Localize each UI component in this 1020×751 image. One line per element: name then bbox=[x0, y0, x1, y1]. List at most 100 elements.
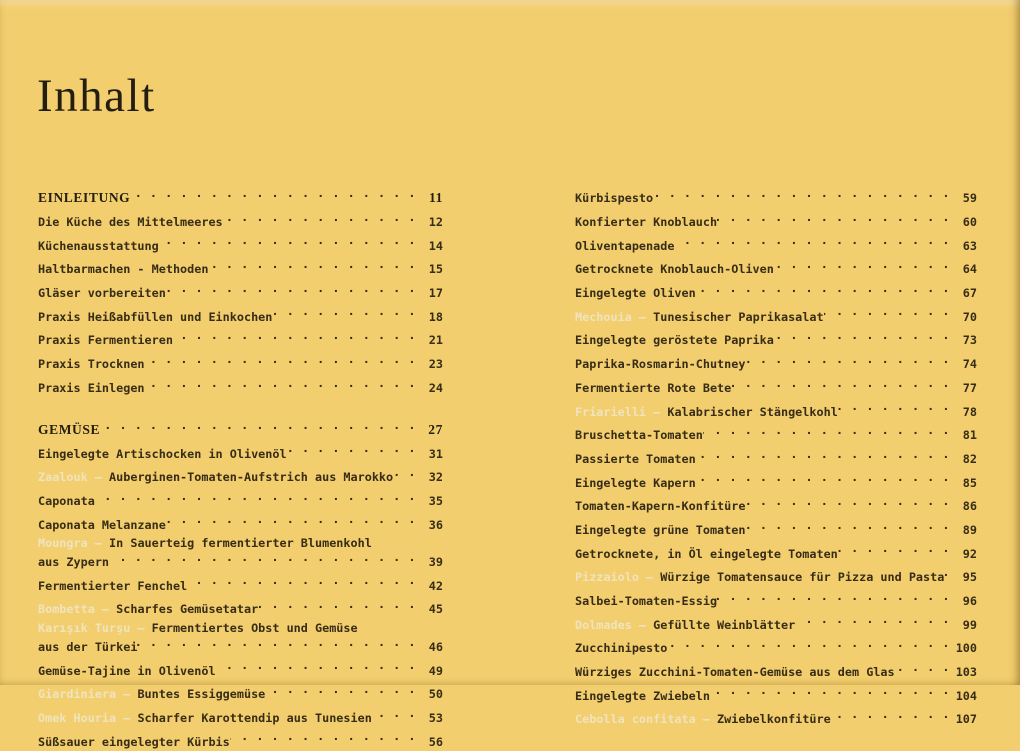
dot-leader: . . . . . . . . . . . . . . . . . . . . … bbox=[208, 255, 420, 273]
entry-title: Gläser vorbereiten bbox=[38, 284, 166, 302]
dot-leader-dots: . . . . . . . . . . . . . . . . . . . . … bbox=[745, 493, 950, 508]
recipe-foreign-name: Karışık Turşu – bbox=[38, 620, 152, 635]
dot-leader: . . . . . . . . . . . . . . . . . . . . … bbox=[166, 510, 420, 528]
page-number: 49 bbox=[428, 663, 443, 678]
entry-title-text: Gefüllte Weinblätter bbox=[653, 617, 796, 632]
entry-title-text: aus der Türkei bbox=[38, 639, 138, 654]
dot-leader-dots: . . . . . . . . . . . . . . . . . . . . … bbox=[824, 304, 950, 319]
entry-title-text: Zwiebelkonfitüre bbox=[717, 712, 831, 727]
page-number: 36 bbox=[428, 517, 443, 532]
entry-title-text: Oliventapenade bbox=[575, 238, 675, 253]
page-number: 104 bbox=[955, 688, 977, 703]
entry-title: Praxis Fermentieren bbox=[38, 331, 173, 349]
toc-entry: Moungra – In Sauerteig fermentierter Blu… bbox=[38, 534, 443, 552]
dot-leader: . . . . . . . . . . . . . . . . . . . . … bbox=[831, 705, 954, 723]
page-number: 78 bbox=[962, 404, 977, 419]
toc-entry: Cebolla confitata – Zwiebelkonfitüre. . … bbox=[575, 705, 977, 729]
entry-title-text: Praxis Trocknen bbox=[38, 357, 145, 372]
entry-title-text: Getrocknete, in Öl eingelegte Tomaten bbox=[575, 546, 838, 561]
entry-title: Eingelegte grüne Tomaten bbox=[575, 521, 745, 539]
entry-title: Omek Houria – Scharfer Karottendip aus T… bbox=[38, 709, 372, 727]
toc-entry: Die Küche des Mittelmeeres. . . . . . . … bbox=[38, 208, 443, 232]
entry-title-text: Kalabrischer Stängelkohl bbox=[667, 404, 838, 419]
entry-title: Praxis Heißabfüllen und Einkochen bbox=[38, 308, 272, 326]
page-number: 21 bbox=[428, 333, 443, 348]
toc-entry: Eingelegte geröstete Paprika. . . . . . … bbox=[575, 326, 977, 350]
recipe-foreign-name: Pizzaiolo – bbox=[575, 570, 661, 585]
entry-title-text: Caponata bbox=[38, 493, 95, 508]
entry-title-text: Praxis Heißabfüllen und Einkochen bbox=[38, 309, 273, 324]
section-header-label: GEMÜSE bbox=[38, 421, 101, 437]
toc-entry: Bombetta – Scharfes Gemüsetatar. . . . .… bbox=[38, 595, 443, 619]
page-number: 77 bbox=[962, 380, 977, 395]
entry-title: Eingelegte Oliven bbox=[575, 284, 696, 302]
dot-leader: . . . . . . . . . . . . . . . . . . . . … bbox=[100, 416, 420, 434]
entry-title-text: Eingelegte Oliven bbox=[575, 286, 696, 301]
entry-title: Giardiniera – Buntes Essiggemüse bbox=[38, 685, 265, 703]
dot-leader-dots: . . . . . . . . . . . . . . . . . . . . … bbox=[109, 549, 416, 564]
entry-title-text: Tomaten-Kapern-Konfitüre bbox=[575, 499, 746, 514]
entry-title-text: Passierte Tomaten bbox=[575, 451, 696, 466]
entry-title-text: Eingelegte Zwiebeln bbox=[575, 688, 710, 703]
entry-title-text: Eingelegte Artischocken in Olivenöl bbox=[38, 446, 287, 461]
entry-title-text: Praxis Fermentieren bbox=[38, 333, 173, 348]
page-number: 100 bbox=[955, 641, 977, 656]
entry-title: Zucchinipesto bbox=[575, 639, 667, 657]
page-number: 63 bbox=[962, 238, 977, 253]
page-number: 73 bbox=[962, 333, 977, 348]
entry-title: Praxis Trocknen bbox=[38, 355, 145, 373]
toc-entry: Pizzaiolo – Würzige Tomatensauce für Piz… bbox=[575, 563, 977, 587]
page-number: 107 bbox=[955, 712, 977, 727]
page-number: 74 bbox=[962, 357, 977, 372]
dot-leader: . . . . . . . . . . . . . . . . . . . . … bbox=[145, 350, 420, 368]
page-number: 92 bbox=[962, 546, 977, 561]
toc-section: Kürbispesto. . . . . . . . . . . . . . .… bbox=[575, 184, 977, 729]
dot-leader-dots: . . . . . . . . . . . . . . . . . . . . … bbox=[944, 563, 950, 581]
page-number: 96 bbox=[962, 594, 977, 609]
recipe-foreign-name: Giardiniera – bbox=[38, 687, 138, 702]
dot-leader: . . . . . . . . . . . . . . . . . . . . … bbox=[137, 633, 420, 651]
page-number: 39 bbox=[428, 555, 443, 570]
entry-title: Würziges Zucchini-Tomaten-Gemüse aus dem… bbox=[575, 663, 895, 681]
page-number: 42 bbox=[428, 578, 443, 593]
dot-leader-dots: . . . . . . . . . . . . . . . . . . . . … bbox=[653, 186, 950, 200]
entry-title: Friarielli – Kalabrischer Stängelkohl bbox=[575, 403, 838, 421]
page-number: 53 bbox=[428, 710, 443, 725]
dot-leader-dots: . . . . . . . . . . . . . . . . . . . . … bbox=[137, 634, 416, 649]
dot-leader-dots: . . . . . . . . . . . . . . . . . . . . … bbox=[230, 729, 416, 744]
toc-entry: Gemüse-Tajine in Olivenöl. . . . . . . .… bbox=[38, 656, 443, 680]
dot-leader: . . . . . . . . . . . . . . . . . . . . … bbox=[696, 279, 954, 297]
toc-entry: Karışık Turşu – Fermentiertes Obst und G… bbox=[38, 619, 443, 637]
toc-entry: Caponata Melanzane. . . . . . . . . . . … bbox=[38, 510, 443, 534]
dot-leader-dots: . . . . . . . . . . . . . . . . . . . . … bbox=[165, 512, 416, 527]
page-number: 12 bbox=[428, 215, 443, 230]
entry-title: Tomaten-Kapern-Konfitüre bbox=[575, 497, 745, 515]
dot-leader-dots: . . . . . . . . . . . . . . . . . . . . … bbox=[165, 280, 416, 295]
dot-leader-dots: . . . . . . . . . . . . . . . . . . . . … bbox=[838, 399, 950, 414]
section-header-row: EINLEITUNG. . . . . . . . . . . . . . . … bbox=[38, 184, 443, 208]
toc-entry: Omek Houria – Scharfer Karottendip aus T… bbox=[38, 704, 443, 728]
dot-leader-dots: . . . . . . . . . . . . . . . . . . . . … bbox=[710, 683, 950, 698]
dot-leader-dots: . . . . . . . . . . . . . . . . . . . . … bbox=[674, 233, 950, 248]
page-number: 15 bbox=[428, 262, 443, 277]
dot-leader: . . . . . . . . . . . . . . . . . . . . … bbox=[774, 326, 954, 344]
entry-title: Paprika-Rosmarin-Chutney bbox=[575, 355, 745, 373]
toc-entry: Caponata. . . . . . . . . . . . . . . . … bbox=[38, 487, 443, 511]
entry-title: Moungra – In Sauerteig fermentierter Blu… bbox=[38, 534, 372, 552]
toc-column-2: Kürbispesto. . . . . . . . . . . . . . .… bbox=[575, 184, 977, 751]
dot-leader-dots: . . . . . . . . . . . . . . . . . . . . … bbox=[159, 233, 416, 248]
toc-entry: Praxis Einlegen. . . . . . . . . . . . .… bbox=[38, 374, 443, 398]
dot-leader: . . . . . . . . . . . . . . . . . . . . … bbox=[838, 397, 954, 415]
dot-leader-dots: . . . . . . . . . . . . . . . . . . . . … bbox=[372, 705, 416, 720]
dot-leader: . . . . . . . . . . . . . . . . . . . . … bbox=[272, 302, 420, 320]
dot-leader: . . . . . . . . . . . . . . . . . . . . … bbox=[696, 445, 954, 463]
recipe-foreign-name: Dolmades – bbox=[575, 617, 654, 632]
toc-entry: Praxis Heißabfüllen und Einkochen. . . .… bbox=[38, 302, 443, 326]
entry-title-text: Zucchinipesto bbox=[575, 641, 668, 656]
page-number: 18 bbox=[428, 309, 443, 324]
toc-entry: Getrocknete, in Öl eingelegte Tomaten. .… bbox=[575, 539, 977, 563]
page-title: Inhalt bbox=[37, 70, 156, 123]
entry-title: Küchenausstattung bbox=[38, 237, 159, 255]
entry-title: Konfierter Knoblauch bbox=[575, 213, 717, 231]
page-number: 81 bbox=[962, 428, 977, 443]
